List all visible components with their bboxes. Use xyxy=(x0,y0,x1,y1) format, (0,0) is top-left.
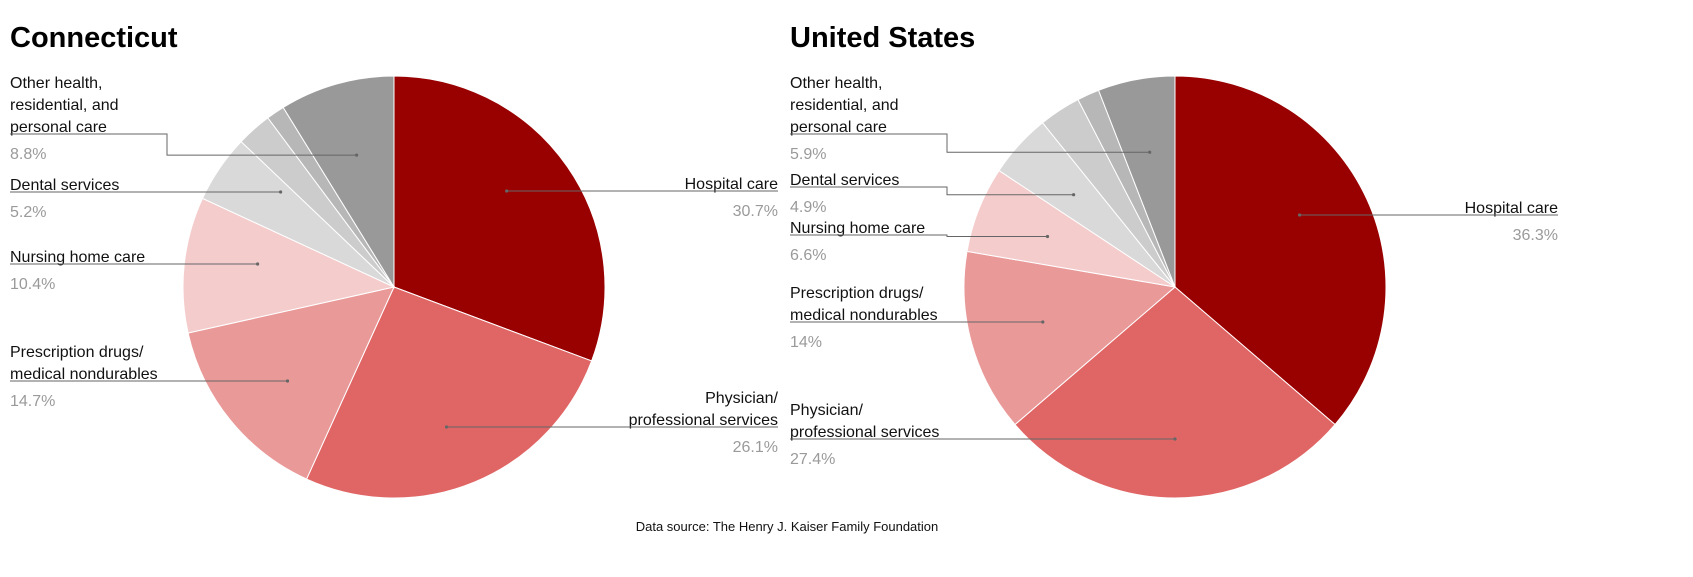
united-states-label-nursing-home-care: Nursing home care xyxy=(790,220,925,237)
united-states-label-other-health-residential-and-personal-care: residential, and xyxy=(790,97,899,114)
united-states-percent-prescription-drugs-medical-nondurables: 14% xyxy=(790,334,822,351)
united-states-leader-dot-hospital-care xyxy=(1298,213,1302,217)
united-states-label-prescription-drugs-medical-nondurables: medical nondurables xyxy=(790,307,938,324)
united-states-slice-other-health-residential-and-personal-care xyxy=(1097,75,1176,288)
united-states-percent-hospital-care: 36.3% xyxy=(1513,227,1558,244)
united-states-label-hospital-care: Hospital care xyxy=(1465,200,1558,217)
connecticut-label-other-health-residential-and-personal-care: personal care xyxy=(10,119,107,136)
united-states-label-dental-services: Dental services xyxy=(790,172,899,189)
united-states-labels: Hospital care 36.3% Physician/professional… xyxy=(790,75,1558,468)
connecticut-percent-physician-professional-services: 26.1% xyxy=(733,439,778,456)
united-states-title: United States xyxy=(790,22,975,54)
connecticut-slice-prescription-drugs-medical-nondurables xyxy=(187,286,395,480)
united-states-leader-dot-prescription-drugs-medical-nondurables xyxy=(1041,320,1045,324)
united-states-percent-physician-professional-services: 27.4% xyxy=(790,451,835,468)
united-states-leader-dot-dental-services xyxy=(1072,193,1076,197)
united-states-percent-dental-services: 4.9% xyxy=(790,199,826,216)
united-states-slice-prescription-drugs-medical-nondurables xyxy=(963,250,1177,426)
connecticut-percent-other-health-residential-and-personal-care: 8.8% xyxy=(10,146,46,163)
united-states-leader-other-health-residential-and-personal-care xyxy=(790,133,1150,153)
connecticut-title: Connecticut xyxy=(10,22,178,54)
connecticut-percent-hospital-care: 30.7% xyxy=(733,203,778,220)
connecticut-slice-hospital-care xyxy=(393,75,606,362)
united-states-label-physician-professional-services: Physician/ xyxy=(790,402,863,419)
united-states-pie xyxy=(963,75,1387,499)
united-states-leader-dot-physician-professional-services xyxy=(1173,437,1177,441)
united-states-panel: United States Hospital care 36.3% Physicia… xyxy=(790,22,1558,499)
united-states-leader-dot-other-health-residential-and-personal-care xyxy=(1148,150,1152,154)
connecticut-leader-dot-physician-professional-services xyxy=(444,425,449,429)
connecticut-pie xyxy=(182,75,606,499)
connecticut-label-physician-professional-services: professional services xyxy=(629,412,778,429)
connecticut-leader-dot-prescription-drugs-medical-nondurables xyxy=(285,379,290,383)
connecticut-leader-dot-other-health-residential-and-personal-care xyxy=(355,153,359,157)
connecticut-label-nursing-home-care: Nursing home care xyxy=(10,249,145,266)
united-states-label-prescription-drugs-medical-nondurables: Prescription drugs/ xyxy=(790,285,924,302)
connecticut-percent-prescription-drugs-medical-nondurables: 14.7% xyxy=(10,393,55,410)
connecticut-label-other-health-residential-and-personal-care: residential, and xyxy=(10,97,119,114)
connecticut-panel: Connecticut Hospital care 30.7% Physician/… xyxy=(10,22,779,499)
united-states-slice-physician-professional-services xyxy=(1014,286,1336,499)
connecticut-slice-physician-professional-services xyxy=(305,286,593,499)
connecticut-slice-other-health-residential-and-personal-care xyxy=(282,75,395,289)
connecticut-leader-dot-dental-services xyxy=(279,190,283,194)
united-states-leader-dot-nursing-home-care xyxy=(1045,234,1050,239)
data-source-note: Data source: The Henry J. Kaiser Family … xyxy=(636,519,939,534)
connecticut-labels: Hospital care 30.7% Physician/professional… xyxy=(10,75,779,456)
connecticut-slice-nursing-home-care xyxy=(182,197,396,334)
connecticut-label-other-health-residential-and-personal-care: Other health, xyxy=(10,75,103,92)
connecticut-label-hospital-care: Hospital care xyxy=(685,176,778,193)
united-states-label-physician-professional-services: professional services xyxy=(790,424,939,441)
connecticut-label-prescription-drugs-medical-nondurables: Prescription drugs/ xyxy=(10,344,144,361)
united-states-leader-dental-services xyxy=(790,186,1074,196)
united-states-label-other-health-residential-and-personal-care: personal care xyxy=(790,119,887,136)
united-states-label-other-health-residential-and-personal-care: Other health, xyxy=(790,75,883,92)
connecticut-label-physician-professional-services: Physician/ xyxy=(705,390,778,407)
connecticut-percent-dental-services: 5.2% xyxy=(10,204,46,221)
united-states-percent-nursing-home-care: 6.6% xyxy=(790,247,826,264)
connecticut-leader-dot-nursing-home-care xyxy=(256,262,260,266)
connecticut-label-dental-services: Dental services xyxy=(10,177,119,194)
connecticut-leader-other-health-residential-and-personal-care xyxy=(10,133,357,156)
united-states-leader-nursing-home-care xyxy=(790,234,1048,237)
connecticut-label-prescription-drugs-medical-nondurables: medical nondurables xyxy=(10,366,158,383)
connecticut-leader-dot-hospital-care xyxy=(505,189,509,193)
united-states-percent-other-health-residential-and-personal-care: 5.9% xyxy=(790,146,826,163)
united-states-slice-hospital-care xyxy=(1174,75,1387,426)
connecticut-percent-nursing-home-care: 10.4% xyxy=(10,276,55,293)
